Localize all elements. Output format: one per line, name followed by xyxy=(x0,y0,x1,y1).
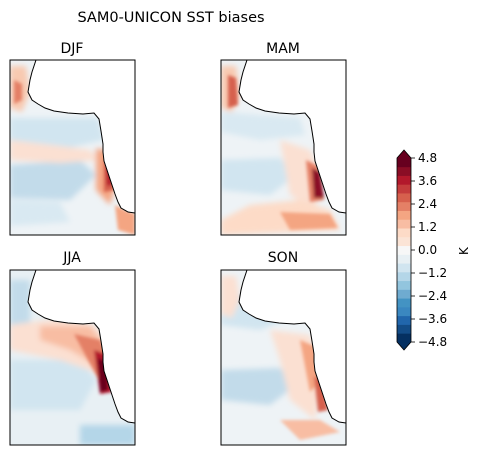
cold-bias-band xyxy=(10,160,96,200)
colorbar-segment xyxy=(397,263,411,273)
warm-bias-patch xyxy=(280,420,340,440)
warm-bias-patch xyxy=(280,212,338,230)
colorbar-segment xyxy=(397,201,411,211)
colorbar-tick-label: 2.4 xyxy=(418,197,437,211)
warm-bias-patch xyxy=(221,276,240,318)
cold-bias-band xyxy=(10,200,70,226)
warm-bias-core xyxy=(228,75,238,108)
colorbar-segment xyxy=(397,298,411,308)
panel-frame xyxy=(220,59,347,236)
colorbar-segment xyxy=(397,219,411,229)
colorbar-tick-label: −2.4 xyxy=(418,289,447,303)
colorbar-segment xyxy=(397,333,411,343)
panel-title-djf: DJF xyxy=(61,41,84,57)
map-panel-son: SON xyxy=(220,250,347,446)
colorbar-segment xyxy=(397,245,411,255)
warm-bias-core xyxy=(14,80,22,104)
warm-bias-core xyxy=(312,168,324,198)
panel-title-son: SON xyxy=(268,250,298,266)
coastline xyxy=(238,60,346,214)
land xyxy=(28,60,135,213)
colorbar-segment xyxy=(397,166,411,176)
colorbar-segment xyxy=(397,175,411,185)
colorbar-tick-label: 1.2 xyxy=(418,220,437,234)
coastline xyxy=(238,270,346,424)
panel-frame xyxy=(9,59,136,236)
panel-frame xyxy=(9,269,136,446)
cold-bias-band xyxy=(221,368,296,405)
panel-frame xyxy=(220,269,347,446)
warm-bias-patch xyxy=(10,140,100,163)
colorbar-tick-label: −1.2 xyxy=(418,266,447,280)
colorbar-tick-label: 4.8 xyxy=(418,151,437,165)
land xyxy=(239,270,346,423)
colorbar: 4.8 3.6 2.4 1.2 0.0 −1.2 −2.4 −3.6 −4.8 xyxy=(396,149,447,351)
land xyxy=(28,270,135,423)
map-panel-jja: JJA xyxy=(9,250,136,446)
colorbar-segment xyxy=(397,271,411,282)
cold-bias-band xyxy=(221,158,296,195)
land xyxy=(239,60,346,213)
coastline xyxy=(27,270,135,424)
cold-bias-band xyxy=(80,425,135,445)
colorbar-segment xyxy=(397,228,411,238)
colorbar-segment xyxy=(397,254,411,264)
figure-title: SAM0-UNICON SST biases xyxy=(77,10,264,26)
colorbar-tick-label: −4.8 xyxy=(418,335,447,349)
panel-title-mam: MAM xyxy=(266,41,300,57)
colorbar-segment xyxy=(397,280,411,290)
coastline xyxy=(27,60,135,214)
colorbar-extend-min xyxy=(397,342,411,350)
warm-bias-core xyxy=(314,376,328,412)
colorbar-extend-max xyxy=(397,150,411,158)
colorbar-segment xyxy=(397,236,411,247)
colorbar-tick-label: 3.6 xyxy=(418,174,437,188)
map-panel-mam: MAM xyxy=(220,41,347,236)
colorbar-segment xyxy=(397,210,411,220)
map-panel-djf: DJF xyxy=(9,41,136,236)
colorbar-segment xyxy=(397,193,411,203)
panel-title-jja: JJA xyxy=(62,250,81,266)
colorbar-label: K xyxy=(457,246,471,255)
colorbar-tick-label: −3.6 xyxy=(418,312,447,326)
colorbar-segment xyxy=(397,158,411,168)
cold-bias-band xyxy=(10,360,96,410)
colorbar-segment xyxy=(397,306,411,317)
cold-bias-band xyxy=(10,280,30,330)
colorbar-segment xyxy=(397,324,411,334)
cold-bias-band xyxy=(221,112,305,140)
colorbar-segment xyxy=(397,315,411,325)
cold-bias-band xyxy=(10,118,104,150)
colorbar-segment xyxy=(397,184,411,194)
colorbar-tick-label: 0.0 xyxy=(418,243,437,257)
colorbar-segment xyxy=(397,289,411,299)
